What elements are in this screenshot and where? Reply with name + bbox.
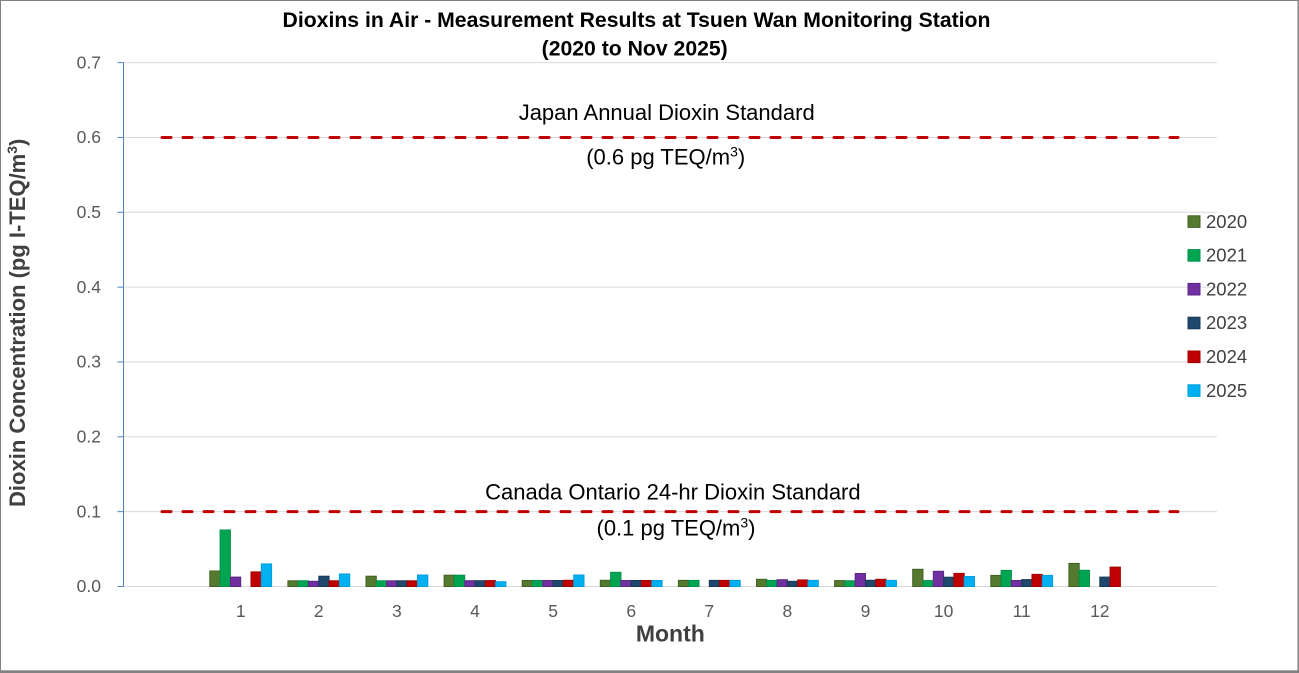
svg-text:5: 5 (548, 601, 558, 621)
svg-text:2022: 2022 (1206, 278, 1247, 299)
svg-text:10: 10 (934, 601, 954, 621)
svg-text:0.0: 0.0 (77, 576, 102, 596)
svg-text:(0.1 pg TEQ/m3): (0.1 pg TEQ/m3) (597, 515, 756, 541)
svg-text:11: 11 (1013, 601, 1031, 621)
svg-text:8: 8 (783, 601, 793, 621)
svg-text:2025: 2025 (1206, 380, 1247, 401)
svg-text:(2020 to Nov 2025): (2020 to Nov 2025) (542, 38, 728, 61)
svg-text:2024: 2024 (1206, 346, 1247, 367)
svg-text:(0.6 pg TEQ/m3): (0.6 pg TEQ/m3) (586, 144, 745, 170)
svg-text:7: 7 (704, 601, 714, 621)
svg-text:0.6: 0.6 (77, 127, 101, 147)
svg-text:1: 1 (236, 601, 246, 621)
svg-text:Dioxins in Air - Measurement R: Dioxins in Air - Measurement Results at … (283, 9, 991, 32)
svg-text:2020: 2020 (1206, 211, 1247, 232)
svg-text:0.3: 0.3 (77, 352, 101, 372)
svg-text:0.4: 0.4 (77, 277, 102, 297)
svg-text:12: 12 (1090, 601, 1109, 621)
svg-text:2021: 2021 (1206, 245, 1247, 266)
svg-text:Japan Annual Dioxin Standard: Japan Annual Dioxin Standard (519, 100, 815, 125)
svg-text:Canada Ontario 24-hr Dioxin St: Canada Ontario 24-hr Dioxin Standard (485, 479, 860, 504)
svg-text:6: 6 (626, 601, 636, 621)
svg-text:0.2: 0.2 (77, 427, 101, 447)
svg-text:Dioxin Concentration (pg I-TEQ: Dioxin Concentration (pg I-TEQ/m3) (4, 139, 30, 507)
svg-text:2023: 2023 (1206, 312, 1247, 333)
svg-text:Month: Month (636, 621, 705, 647)
svg-text:4: 4 (470, 601, 480, 621)
svg-text:0.5: 0.5 (77, 202, 101, 222)
svg-text:3: 3 (392, 601, 402, 621)
svg-text:0.7: 0.7 (77, 52, 101, 72)
svg-text:2: 2 (314, 601, 324, 621)
svg-text:0.1: 0.1 (77, 501, 101, 521)
svg-text:9: 9 (861, 601, 871, 621)
